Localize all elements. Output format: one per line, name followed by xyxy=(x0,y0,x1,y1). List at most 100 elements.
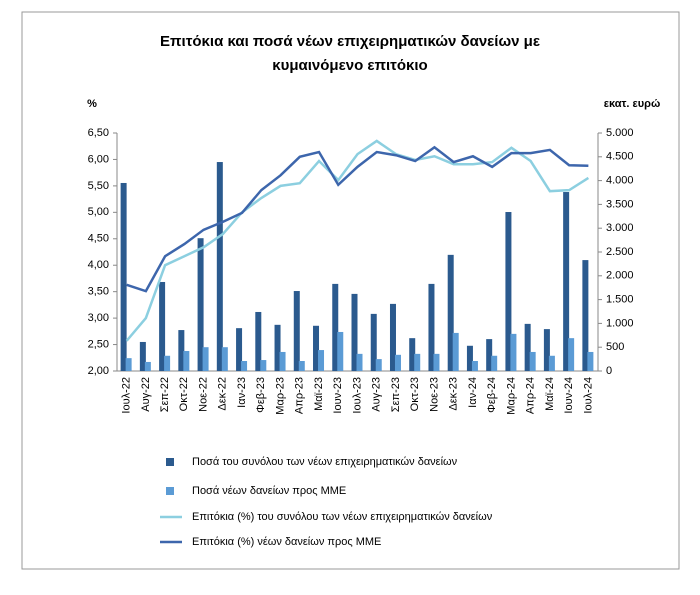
x-tick-label: Δεκ-22 xyxy=(217,377,229,411)
x-tick-label: Απρ-24 xyxy=(525,377,537,414)
bar xyxy=(255,311,262,371)
bar xyxy=(433,353,440,371)
legend-swatch xyxy=(166,458,174,466)
x-tick-label: Ιουλ-22 xyxy=(121,377,133,414)
bar xyxy=(568,338,575,371)
y2-tick-label: 2.500 xyxy=(606,246,634,258)
bar xyxy=(582,260,589,371)
y2-tick-label: 4.000 xyxy=(606,175,634,187)
bar xyxy=(351,293,358,371)
y2-tick-label: 2.000 xyxy=(606,270,634,282)
bar xyxy=(241,361,248,371)
y-tick-label: 2,50 xyxy=(88,338,109,350)
x-tick-label: Μαρ-24 xyxy=(505,377,517,415)
bar xyxy=(428,283,435,371)
y-tick-label: 3,00 xyxy=(88,312,109,324)
x-tick-label: Ιουν-24 xyxy=(563,377,575,414)
bar xyxy=(486,339,493,371)
y2-tick-label: 3.000 xyxy=(606,222,634,234)
x-tick-label: Μαϊ-24 xyxy=(544,377,556,411)
legend-label: Επιτόκια (%) νέων δανείων προς ΜΜΕ xyxy=(192,536,381,548)
bar xyxy=(337,331,344,371)
bar xyxy=(466,345,473,371)
bar xyxy=(548,355,555,371)
x-tick-label: Δεκ-23 xyxy=(448,377,460,411)
bar xyxy=(529,351,536,371)
x-tick-label: Σεπ-22 xyxy=(159,377,171,412)
bar xyxy=(178,330,185,371)
y-tick-label: 4,50 xyxy=(88,233,109,245)
line xyxy=(125,139,590,342)
bar xyxy=(313,325,320,371)
bar xyxy=(125,358,132,371)
bar xyxy=(543,329,550,371)
bar xyxy=(370,313,377,371)
bar xyxy=(293,291,300,371)
line xyxy=(126,145,589,293)
bar xyxy=(260,360,267,371)
x-tick-label: Οκτ-22 xyxy=(178,377,190,411)
bar xyxy=(197,238,204,371)
bar xyxy=(510,333,517,371)
bar xyxy=(279,351,286,371)
bar xyxy=(524,323,531,371)
legend-label: Ποσά νέων δανείων προς ΜΜΕ xyxy=(192,485,346,497)
x-tick-label: Αυγ-22 xyxy=(140,377,152,412)
bar xyxy=(216,162,223,371)
bar xyxy=(409,338,416,371)
y2-tick-label: 1.500 xyxy=(606,294,634,306)
x-tick-label: Ιαν-24 xyxy=(467,377,479,408)
bar xyxy=(356,353,363,371)
bar xyxy=(452,332,459,371)
bar xyxy=(332,283,339,371)
bar xyxy=(389,303,396,371)
y-tick-label: 5,50 xyxy=(88,180,109,192)
y-tick-label: 6,50 xyxy=(88,127,109,139)
x-tick-label: Νοε-22 xyxy=(197,377,209,412)
x-tick-label: Αυγ-23 xyxy=(371,377,383,412)
bar xyxy=(159,281,166,371)
chart-border xyxy=(21,11,680,570)
y-tick-label: 6,00 xyxy=(88,153,109,165)
y2-tick-label: 1.000 xyxy=(606,317,634,329)
bar xyxy=(202,347,209,371)
y-tick-label: 3,50 xyxy=(88,286,109,298)
bar xyxy=(221,347,228,371)
bar xyxy=(563,192,570,371)
x-tick-label: Ιουλ-23 xyxy=(351,377,363,414)
x-tick-label: Φεβ-23 xyxy=(255,377,267,413)
bar xyxy=(183,351,190,371)
y-tick-label: 5,00 xyxy=(88,206,109,218)
bar xyxy=(414,353,421,371)
bar xyxy=(274,324,281,371)
y2-tick-label: 500 xyxy=(606,341,624,353)
bar xyxy=(298,361,305,371)
bar xyxy=(164,355,171,371)
y2-tick-label: 5.000 xyxy=(606,127,634,139)
y2-tick-label: 0 xyxy=(606,365,612,377)
bar xyxy=(139,341,146,371)
bar xyxy=(318,350,325,371)
chart-title: κυμαινόμενο επιτόκιο xyxy=(272,57,427,74)
bar xyxy=(471,361,478,371)
x-tick-label: Μαϊ-23 xyxy=(313,377,325,411)
y2-tick-label: 4.500 xyxy=(606,151,634,163)
bar xyxy=(587,351,594,371)
x-tick-label: Νοε-23 xyxy=(428,377,440,412)
y2-axis-label: εκατ. ευρώ xyxy=(604,98,661,110)
y-axis-label: % xyxy=(87,98,97,110)
bar xyxy=(375,359,382,371)
legend-swatch xyxy=(166,487,174,495)
legend-label: Επιτόκια (%) του συνόλου των νέων επιχει… xyxy=(192,511,493,523)
bar xyxy=(491,355,498,371)
x-tick-label: Ιαν-23 xyxy=(236,377,248,408)
y2-tick-label: 3.500 xyxy=(606,198,634,210)
bar xyxy=(236,328,243,371)
legend-label: Ποσά του συνόλου των νέων επιχειρηματικώ… xyxy=(192,456,458,468)
x-tick-label: Απρ-23 xyxy=(294,377,306,414)
chart-title: Επιτόκια και ποσά νέων επιχειρηματικών δ… xyxy=(160,33,540,50)
bar xyxy=(394,354,401,371)
bar xyxy=(447,254,454,371)
y-tick-label: 2,00 xyxy=(88,365,109,377)
